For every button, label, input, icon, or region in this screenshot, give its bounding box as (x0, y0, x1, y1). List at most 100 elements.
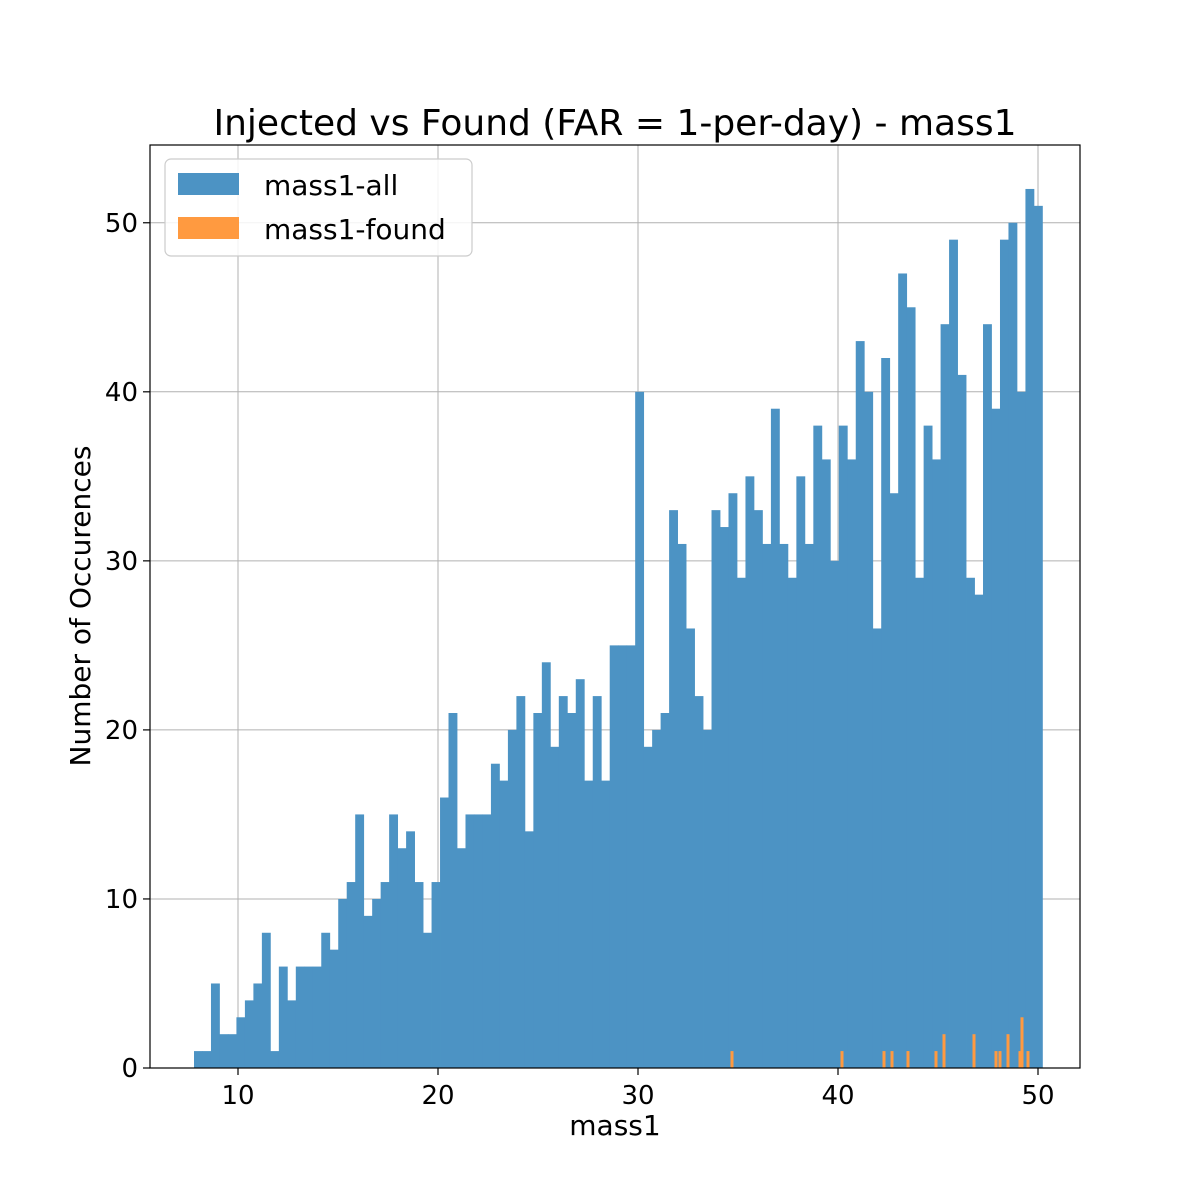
bar-mass1-all (465, 814, 475, 1068)
bar-mass1-all (601, 780, 611, 1068)
bar-mass1-found (1020, 1017, 1024, 1068)
bar-mass1-all (507, 729, 517, 1068)
bar-mass1-all (881, 358, 891, 1068)
bar-mass1-all (889, 493, 899, 1068)
bar-mass1-all (440, 797, 449, 1068)
y-tick-label: 0 (121, 1054, 138, 1084)
bar-mass1-all (703, 729, 712, 1068)
bar-mass1-all (244, 1000, 254, 1068)
bar-mass1-all (686, 628, 695, 1068)
legend-label-mass1-all: mass1-all (264, 169, 398, 202)
bar-mass1-all (1025, 188, 1035, 1068)
bar-mass1-all (728, 493, 738, 1068)
bar-mass1-all (779, 543, 789, 1068)
bar-mass1-all (270, 1051, 280, 1068)
y-tick-label: 50 (105, 209, 138, 239)
bar-mass1-all (745, 476, 755, 1068)
bar-mass1-all (431, 882, 441, 1068)
bar-mass1-all (329, 949, 339, 1068)
bar-mass1-all (295, 966, 305, 1068)
bar-mass1-all (677, 543, 687, 1068)
legend-swatch-mass1-all (178, 173, 239, 195)
bar-mass1-all (660, 713, 670, 1068)
x-tick-label: 30 (621, 1081, 654, 1111)
bar-mass1-all (202, 1051, 212, 1068)
bar-mass1-all (321, 932, 331, 1068)
bar-mass1-found (840, 1051, 844, 1068)
bar-mass1-all (219, 1034, 229, 1068)
bar-mass1-all (389, 814, 399, 1068)
bar-mass1-all (1016, 391, 1026, 1068)
bar-mass1-all (355, 814, 365, 1068)
bar-mass1-all (813, 425, 823, 1069)
bar-mass1-all (372, 898, 382, 1068)
bar-mass1-all (804, 543, 814, 1068)
bar-mass1-found (1018, 1051, 1022, 1068)
bar-mass1-all (473, 814, 483, 1068)
bar-mass1-all (898, 273, 908, 1068)
x-tick-label: 20 (421, 1081, 454, 1111)
bar-mass1-all (457, 848, 466, 1068)
legend: mass1-all mass1-found (164, 158, 473, 257)
bar-mass1-all (855, 341, 865, 1069)
bar-mass1-all (567, 713, 577, 1068)
bar-mass1-found (882, 1051, 886, 1068)
bar-mass1-all (906, 307, 916, 1068)
bar-mass1-all (932, 459, 941, 1068)
bar-mass1-all (830, 560, 840, 1068)
bar-mass1-found (890, 1051, 894, 1068)
chart-title: Injected vs Found (FAR = 1-per-day) - ma… (213, 103, 1016, 144)
bar-mass1-all (592, 696, 602, 1068)
bar-mass1-all (423, 932, 432, 1068)
bar-mass1-all (923, 425, 933, 1069)
bar-mass1-all (499, 780, 509, 1068)
bar-mass1-all (652, 729, 662, 1068)
bar-mass1-all (821, 459, 831, 1068)
bar-mass1-all (516, 696, 526, 1068)
bar-mass1-all (304, 966, 314, 1068)
bar-mass1-found (994, 1051, 998, 1068)
bar-mass1-all (397, 848, 407, 1068)
bar-mass1-all (796, 476, 806, 1068)
bar-mass1-all (1008, 222, 1018, 1068)
bar-mass1-found (998, 1051, 1002, 1068)
bar-mass1-all (1033, 205, 1043, 1068)
bar-mass1-all (872, 628, 882, 1068)
series-mass1-found (730, 1017, 1030, 1068)
bar-mass1-all (312, 966, 322, 1068)
bar-mass1-all (236, 1017, 246, 1068)
bar-mass1-all (194, 1051, 203, 1068)
bar-mass1-found (730, 1051, 734, 1068)
bar-mass1-all (635, 391, 645, 1068)
bar-mass1-all (550, 746, 560, 1068)
bar-mass1-all (753, 510, 763, 1069)
bar-mass1-all (541, 662, 551, 1068)
bar-mass1-all (694, 696, 704, 1068)
bar-mass1-found (1006, 1034, 1010, 1068)
bar-mass1-all (770, 408, 780, 1068)
y-tick-label: 10 (105, 885, 138, 915)
x-tick-label: 10 (221, 1081, 254, 1111)
legend-swatch-mass1-found (178, 217, 239, 239)
x-tick-label: 40 (821, 1081, 854, 1111)
bar-mass1-all (787, 577, 797, 1068)
bar-mass1-all (957, 374, 967, 1068)
bar-mass1-all (363, 915, 373, 1068)
bar-mass1-all (575, 679, 585, 1068)
bar-mass1-all (669, 510, 678, 1069)
bar-mass1-all (406, 831, 415, 1068)
series-mass1-all (194, 188, 1043, 1069)
axis-ticks: 10 20 30 40 50 0 10 20 30 40 50 (105, 209, 1055, 1111)
bar-mass1-all (720, 527, 729, 1068)
bar-mass1-all (346, 882, 356, 1068)
bar-mass1-all (490, 763, 500, 1068)
y-tick-label: 40 (105, 378, 138, 408)
bar-mass1-all (974, 594, 984, 1068)
bar-mass1-all (711, 510, 721, 1069)
bar-mass1-all (287, 1000, 297, 1068)
bar-mass1-all (999, 239, 1009, 1068)
bar-mass1-all (762, 543, 772, 1068)
bar-mass1-all (983, 324, 992, 1068)
bar-mass1-all (838, 425, 848, 1069)
